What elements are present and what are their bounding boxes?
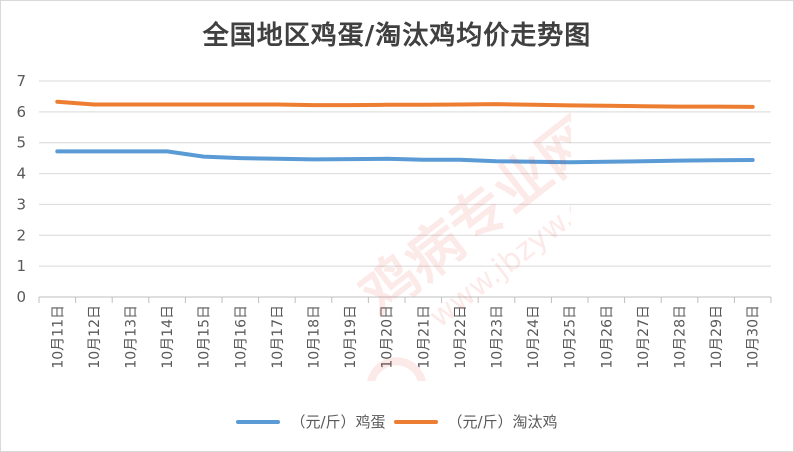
x-tick-label: 10月25日	[563, 305, 579, 369]
x-tick-label: 10月16日	[233, 305, 249, 369]
x-tick-label: 10月18日	[307, 305, 323, 369]
legend-swatch-egg	[236, 419, 281, 424]
y-tick-label-6: 6	[16, 103, 26, 121]
x-tick-label: 10月26日	[599, 305, 615, 369]
y-tick-label-4: 4	[16, 165, 26, 183]
x-tick-label: 10月12日	[87, 305, 103, 369]
axes	[38, 296, 772, 303]
series-line-culled-hen	[55, 99, 755, 109]
x-tick-label: 10月14日	[160, 305, 176, 369]
x-tick-label: 10月28日	[673, 305, 689, 369]
x-tick-label: 10月19日	[343, 305, 359, 369]
x-tick-label: 10月27日	[636, 305, 652, 369]
x-tick-label: 10月29日	[709, 305, 725, 369]
series-lines	[55, 99, 755, 165]
x-tick-label: 10月24日	[526, 305, 542, 369]
legend-label-egg: （元/斤）鸡蛋	[290, 413, 386, 431]
y-tick-label-0: 0	[16, 288, 26, 306]
legend: （元/斤）鸡蛋 （元/斤）淘汰鸡	[1, 411, 793, 432]
y-tick-label-2: 2	[16, 226, 26, 244]
x-tick-label: 10月23日	[490, 305, 506, 369]
y-tick-label-1: 1	[16, 257, 26, 275]
series-line-egg	[55, 149, 755, 165]
y-tick-label-3: 3	[16, 195, 26, 213]
grid-lines	[39, 80, 771, 267]
x-tick-label: 10月21日	[416, 305, 432, 369]
x-tick-label: 10月13日	[124, 305, 140, 369]
x-tick-label: 10月17日	[270, 305, 286, 369]
x-tick-label: 10月30日	[746, 305, 762, 369]
legend-item-culled-hen: （元/斤）淘汰鸡	[393, 411, 558, 432]
legend-item-egg: （元/斤）鸡蛋	[236, 411, 386, 432]
y-tick-label-7: 7	[16, 72, 26, 90]
x-tick-label: 10月20日	[380, 305, 396, 369]
x-tick-label: 10月11日	[50, 305, 66, 369]
y-tick-label-5: 5	[16, 134, 26, 152]
legend-swatch-culled-hen	[393, 419, 438, 424]
tick-labels: 0 1 2 3 4 5 6 7 10月11日 10月12日 10月13日 10月14日 10月15日 10…	[16, 72, 761, 369]
legend-label-culled-hen: （元/斤）淘汰鸡	[447, 413, 558, 431]
chart-title: 全国地区鸡蛋/淘汰鸡均价走势图	[202, 21, 592, 51]
x-tick-label: 10月22日	[453, 305, 469, 369]
x-tick-label: 10月15日	[197, 305, 213, 369]
